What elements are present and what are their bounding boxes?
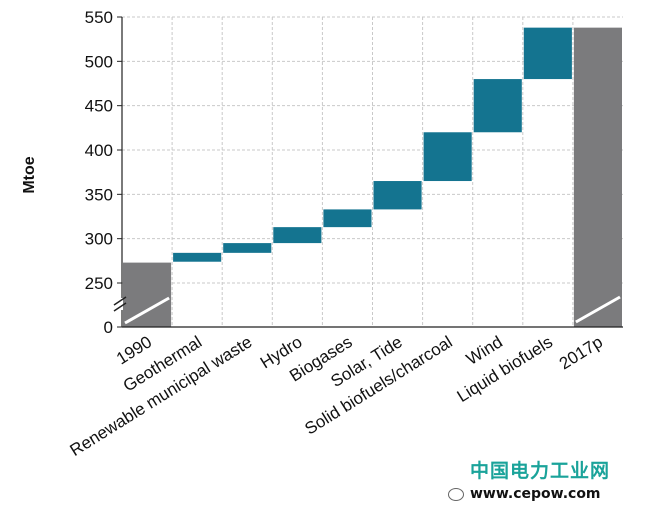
axes <box>121 17 623 328</box>
wechat-icon <box>448 487 464 501</box>
y-tick-label-500: 500 <box>85 52 113 71</box>
bar-renewable-municipal-waste <box>223 243 272 253</box>
bars <box>123 27 622 327</box>
y-tick-label-400: 400 <box>85 141 113 160</box>
watermark-site-name: 中国电力工业网 <box>470 460 611 482</box>
bar-2017p <box>573 27 622 327</box>
bar-1990 <box>123 262 172 327</box>
y-tick-label-350: 350 <box>85 185 113 204</box>
bar-solar-tide <box>373 181 422 210</box>
y-tick-label-300: 300 <box>85 230 113 249</box>
axis-break-marks <box>113 295 621 325</box>
bar-liquid-biofuels <box>523 27 572 80</box>
y-tick-label-250: 250 <box>85 274 113 293</box>
y-tick-labels: 0 250 300 350 400 450 500 550 <box>85 8 122 337</box>
bar-wind <box>473 79 522 133</box>
break-mark-2017p <box>575 295 621 324</box>
x-label-renewable-municipal-waste: Renewable municipal waste <box>67 332 256 460</box>
watermark-url: www.cepow.com <box>470 486 601 502</box>
bar-biogases <box>323 209 372 228</box>
gridlines <box>122 16 623 327</box>
y-axis-title: Mtoe <box>21 156 38 193</box>
y-tick-label-0: 0 <box>104 318 113 337</box>
bar-solid-biofuels-charcoal <box>423 132 472 182</box>
x-label-2017p: 2017p <box>556 332 606 373</box>
y-tick-label-550: 550 <box>85 8 113 27</box>
axis-break-mark <box>113 296 127 312</box>
bar-geothermal <box>173 252 222 262</box>
break-mark-1990 <box>124 296 170 325</box>
x-label-liquid-biofuels: Liquid biofuels <box>454 332 556 406</box>
y-tick-label-450: 450 <box>85 97 113 116</box>
bar-hydro <box>273 227 322 244</box>
watermark-url-line: www.cepow.com <box>448 486 643 502</box>
